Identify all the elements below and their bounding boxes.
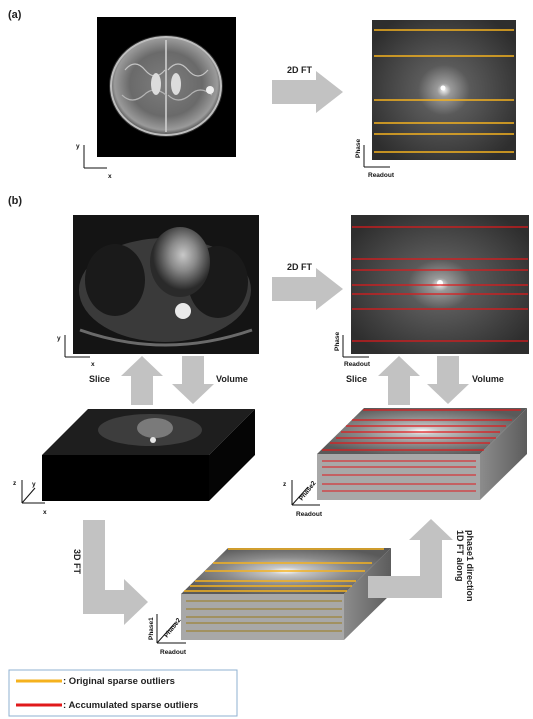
axis-phase-label-a: Phase — [355, 138, 362, 158]
axis-y-label-b: y — [57, 335, 61, 342]
ft3d-label: 3D FT — [72, 549, 82, 575]
axis-phase2-label-bottom: Phase2 — [163, 617, 183, 640]
brain-mri-image — [97, 17, 236, 157]
volume-axes-right: z Phase2 Readout — [283, 480, 323, 518]
ft2d-label-b: 2D FT — [287, 262, 313, 272]
kspace-image-a — [372, 20, 516, 160]
volume-arrow-left: Volume — [172, 356, 248, 404]
kspace-axes-b: Phase Readout — [334, 331, 371, 368]
cardiac-mri-image — [73, 215, 259, 354]
ft3d-arrow: 3D FT — [72, 520, 148, 625]
axis-readout-label-b: Readout — [344, 361, 371, 368]
axis-phase1-label-bottom: Phase1 — [148, 617, 155, 640]
axis-z-label-right: z — [283, 481, 287, 488]
volume-axes-left: z y x — [13, 480, 47, 516]
axis-y-label: y — [76, 143, 80, 150]
ft2d-arrow-b: 2D FT — [272, 262, 343, 310]
volume-arrow-right: Volume — [427, 356, 504, 404]
axis-x-label-left: x — [43, 509, 47, 516]
kspace-image-b — [351, 215, 529, 354]
volume-label-left: Volume — [216, 374, 248, 384]
ft2d-label-a: 2D FT — [287, 65, 313, 75]
kspace-axes-a: Phase Readout — [355, 138, 395, 179]
slice-label-left: Slice — [89, 374, 110, 384]
slice-label-right: Slice — [346, 374, 367, 384]
legend-accumulated-label: : Accumulated sparse outliers — [63, 700, 198, 711]
slice-arrow-right: Slice — [346, 356, 420, 405]
axis-readout-label-a: Readout — [368, 172, 395, 179]
kspace-volume-box-right — [317, 408, 527, 500]
kspace-volume-box-bottom — [181, 548, 391, 640]
ft1d-arrow: 1D FT along phase1 direction — [368, 519, 475, 602]
axis-readout-label-right: Readout — [296, 511, 323, 518]
axis-x-label-b: x — [91, 361, 95, 368]
axis-phase2-label-right: Phase2 — [298, 480, 318, 503]
axis-phase-label-b: Phase — [334, 331, 341, 351]
ft2d-arrow-a: 2D FT — [272, 65, 343, 113]
axis-readout-label-bottom: Readout — [160, 649, 187, 656]
ft1d-label-line2: phase1 direction — [465, 530, 475, 602]
legend: : Original sparse outliers : Accumulated… — [8, 669, 238, 717]
image-volume-box — [42, 409, 255, 501]
volume-label-right: Volume — [472, 374, 504, 384]
axis-x-label: x — [108, 173, 112, 180]
cardiac-axes: y x — [57, 335, 95, 368]
legend-original-label: : Original sparse outliers — [63, 676, 175, 687]
ft1d-label-line1: 1D FT along — [455, 530, 465, 582]
brain-axes: y x — [76, 143, 112, 180]
axis-z-label-left: z — [13, 480, 17, 487]
panel-a-label: (a) — [8, 9, 22, 21]
axis-y-label-left: y — [32, 481, 36, 488]
panel-b-label: (b) — [8, 195, 22, 207]
slice-arrow-left: Slice — [89, 356, 163, 405]
